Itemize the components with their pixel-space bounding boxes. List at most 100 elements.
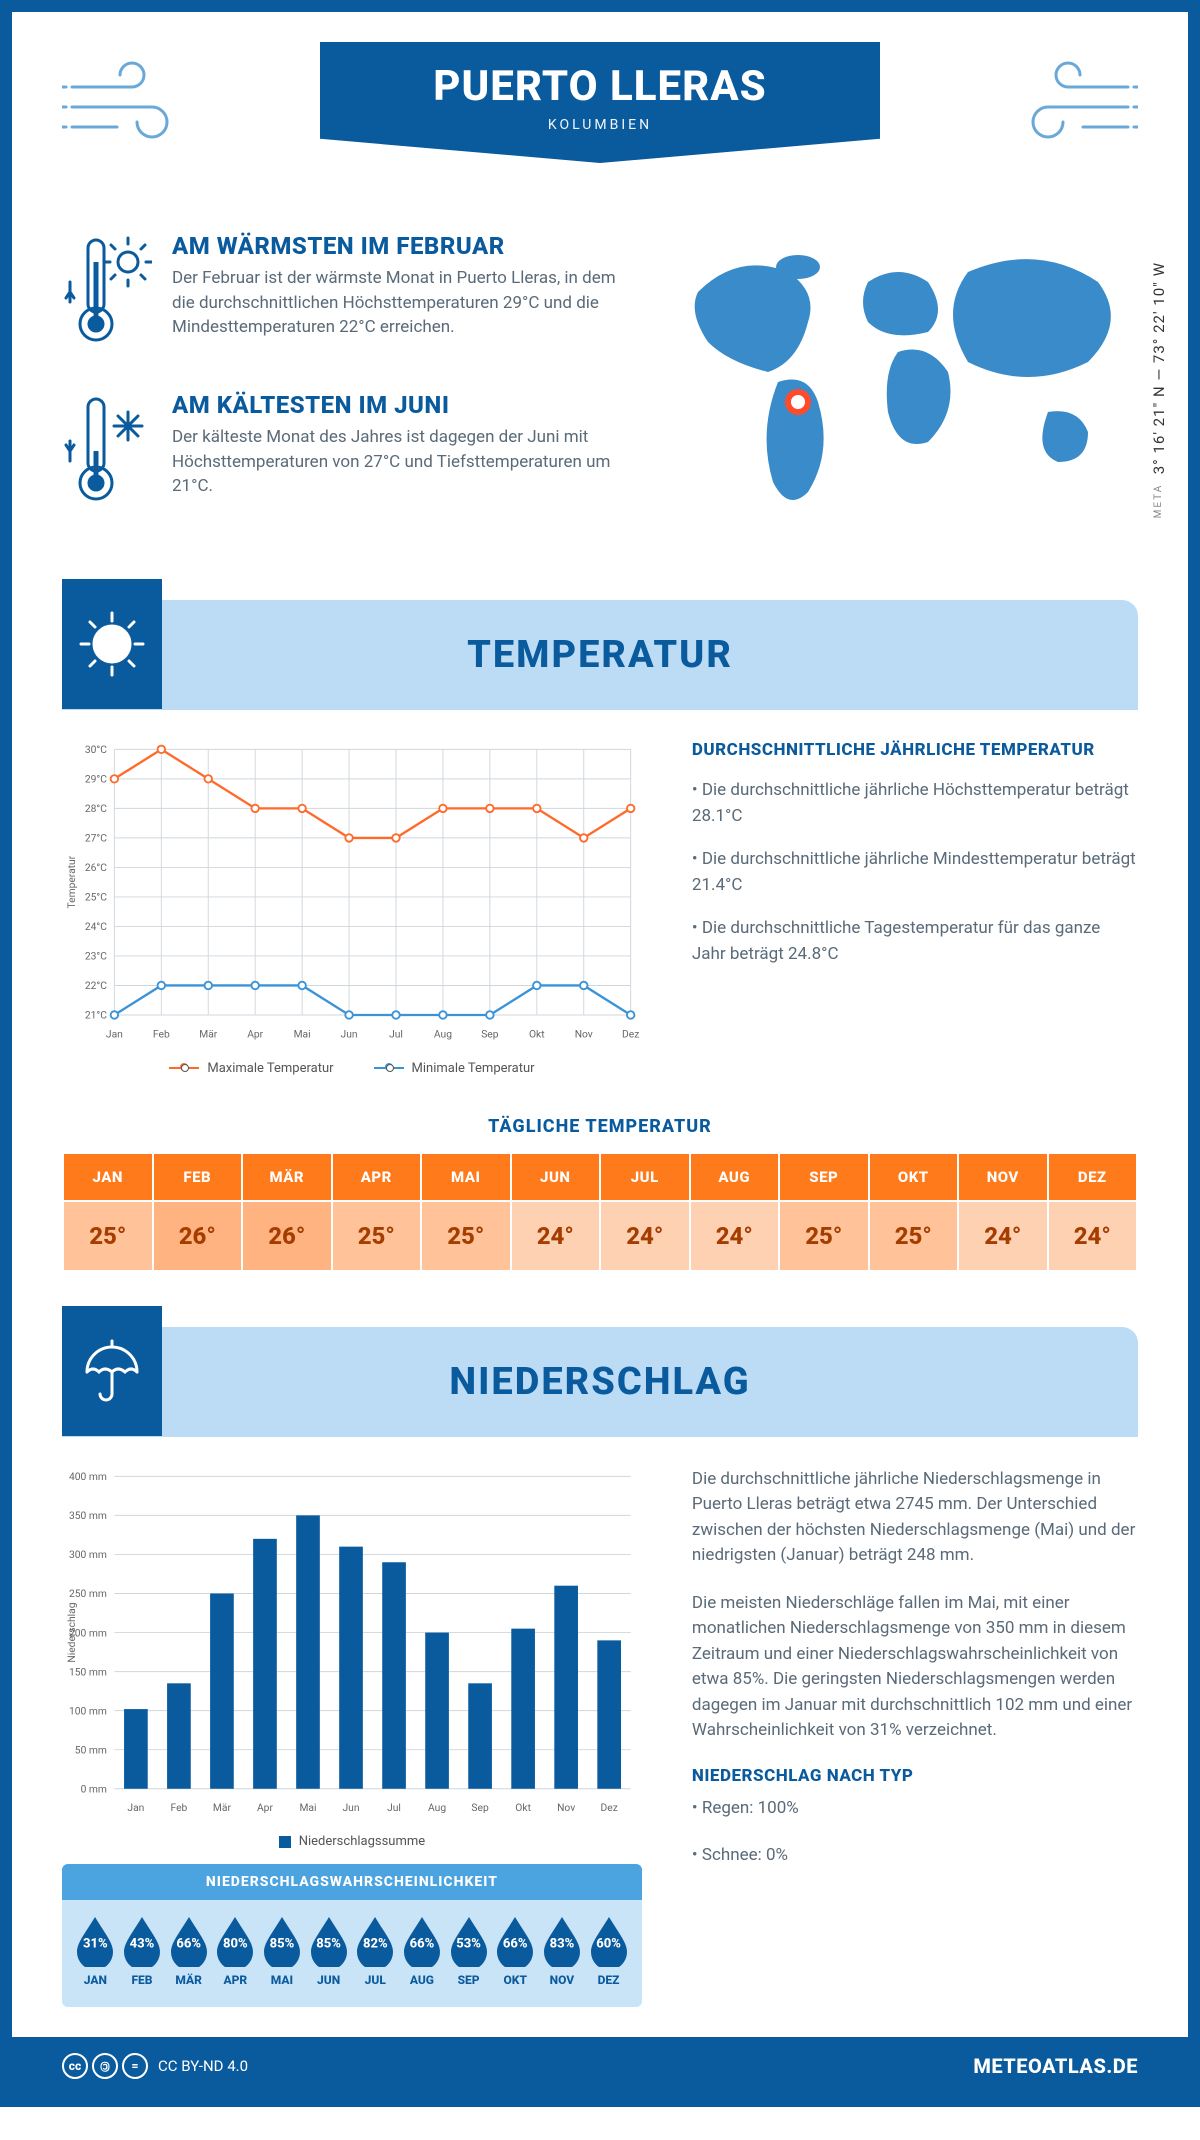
precip-paragraph: Die meisten Niederschläge fallen im Mai,… <box>692 1591 1138 1744</box>
svg-text:26°C: 26°C <box>85 861 107 874</box>
probability-drop: 31% JAN <box>74 1915 116 1987</box>
section-header-temperature: TEMPERATUR <box>62 600 1138 710</box>
table-cell: 26° <box>154 1202 242 1270</box>
chart-legend: Maximale TemperaturMinimale Temperatur <box>62 1061 642 1076</box>
svg-text:300 mm: 300 mm <box>69 1548 107 1561</box>
table-header: FEB <box>154 1154 242 1200</box>
precip-type-line: • Schnee: 0% <box>692 1843 1138 1869</box>
svg-text:Okt: Okt <box>529 1027 545 1040</box>
table-cell: 24° <box>601 1202 689 1270</box>
precip-type-line: • Regen: 100% <box>692 1796 1138 1822</box>
table-header: MÄR <box>243 1154 331 1200</box>
svg-text:Aug: Aug <box>428 1801 446 1814</box>
svg-text:Sep: Sep <box>471 1801 489 1814</box>
svg-text:29°C: 29°C <box>85 773 107 786</box>
svg-text:24°C: 24°C <box>85 920 107 933</box>
svg-text:22°C: 22°C <box>85 979 107 992</box>
svg-text:Sep: Sep <box>481 1027 499 1040</box>
svg-text:Feb: Feb <box>171 1801 188 1814</box>
coldest-text: Der kälteste Monat des Jahres ist dagege… <box>172 425 628 499</box>
svg-text:Nov: Nov <box>575 1027 593 1040</box>
table-cell: 24° <box>691 1202 779 1270</box>
table-cell: 25° <box>333 1202 421 1270</box>
svg-text:Jun: Jun <box>341 1027 358 1040</box>
svg-text:0 mm: 0 mm <box>81 1782 107 1795</box>
section-title: NIEDERSCHLAG <box>162 1360 1138 1404</box>
table-header: JAN <box>64 1154 152 1200</box>
svg-text:50 mm: 50 mm <box>75 1743 107 1756</box>
table-cell: 25° <box>64 1202 152 1270</box>
table-header: OKT <box>870 1154 958 1200</box>
intro-row: AM WÄRMSTEN IM FEBRUAR Der Februar ist d… <box>62 232 1138 550</box>
table-cell: 24° <box>959 1202 1047 1270</box>
coordinates: META 3° 16' 21" N — 73° 22' 10" W <box>1150 262 1168 518</box>
summary-bullet: • Die durchschnittliche Tagestemperatur … <box>692 916 1138 967</box>
daily-temperature-table: JANFEBMÄRAPRMAIJUNJULAUGSEPOKTNOVDEZ 25°… <box>62 1152 1138 1272</box>
license: cc🄯= CC BY-ND 4.0 <box>62 2053 248 2079</box>
table-cell: 24° <box>512 1202 600 1270</box>
svg-text:400 mm: 400 mm <box>69 1470 107 1483</box>
table-header: SEP <box>780 1154 868 1200</box>
precipitation-summary: Die durchschnittliche jährliche Niedersc… <box>692 1467 1138 2007</box>
svg-text:Mär: Mär <box>213 1801 232 1814</box>
svg-text:Jul: Jul <box>387 1801 401 1814</box>
probability-drop: 66% OKT <box>494 1915 536 1987</box>
table-header: JUL <box>601 1154 689 1200</box>
svg-text:Mai: Mai <box>299 1801 316 1814</box>
thermometer-sun-icon <box>62 232 152 356</box>
svg-text:Jan: Jan <box>106 1027 123 1040</box>
page: PUERTO LLERAS KOLUMBIEN <box>0 0 1200 2107</box>
svg-text:Jan: Jan <box>127 1801 144 1814</box>
table-header: NOV <box>959 1154 1047 1200</box>
precip-probability: NIEDERSCHLAGSWAHRSCHEINLICHKEIT 31% JAN … <box>62 1864 642 2007</box>
probability-title: NIEDERSCHLAGSWAHRSCHEINLICHKEIT <box>62 1864 642 1900</box>
umbrella-icon <box>62 1306 162 1436</box>
site-name: METEOATLAS.DE <box>973 2054 1138 2078</box>
summary-bullet: • Die durchschnittliche jährliche Höchst… <box>692 778 1138 829</box>
probability-drop: 53% SEP <box>448 1915 490 1987</box>
thermometer-snow-icon <box>62 391 152 515</box>
section-header-precipitation: NIEDERSCHLAG <box>62 1327 1138 1437</box>
svg-text:Niederschlag: Niederschlag <box>65 1602 78 1662</box>
sun-icon <box>62 579 162 709</box>
svg-text:28°C: 28°C <box>85 802 107 815</box>
daily-temp-title: TÄGLICHE TEMPERATUR <box>62 1116 1138 1137</box>
probability-drop: 82% JUL <box>354 1915 396 1987</box>
cc-icon: cc🄯= <box>62 2053 148 2079</box>
table-cell: 25° <box>422 1202 510 1270</box>
precipitation-chart: 0 mm50 mm100 mm150 mm200 mm250 mm300 mm3… <box>62 1467 642 2007</box>
svg-text:350 mm: 350 mm <box>69 1509 107 1522</box>
svg-text:Temperatur: Temperatur <box>65 855 78 908</box>
chart-legend: Niederschlagssumme <box>62 1834 642 1849</box>
precip-paragraph: Die durchschnittliche jährliche Niedersc… <box>692 1467 1138 1569</box>
world-map: META 3° 16' 21" N — 73° 22' 10" W <box>668 232 1138 550</box>
svg-text:Aug: Aug <box>434 1027 452 1040</box>
coldest-title: AM KÄLTESTEN IM JUNI <box>172 391 628 419</box>
section-title: TEMPERATUR <box>162 633 1138 677</box>
probability-drop: 66% MÄR <box>168 1915 210 1987</box>
probability-drop: 80% APR <box>214 1915 256 1987</box>
page-subtitle: KOLUMBIEN <box>360 117 840 133</box>
wind-icon <box>998 57 1138 157</box>
table-cell: 25° <box>780 1202 868 1270</box>
warmest-text: Der Februar ist der wärmste Monat in Pue… <box>172 266 628 340</box>
table-cell: 25° <box>870 1202 958 1270</box>
svg-text:150 mm: 150 mm <box>69 1665 107 1678</box>
svg-text:Feb: Feb <box>153 1027 170 1040</box>
svg-text:23°C: 23°C <box>85 950 107 963</box>
table-header: APR <box>333 1154 421 1200</box>
svg-text:Nov: Nov <box>557 1801 575 1814</box>
probability-drop: 83% NOV <box>541 1915 583 1987</box>
svg-text:21°C: 21°C <box>85 1009 107 1022</box>
header: PUERTO LLERAS KOLUMBIEN <box>62 42 1138 192</box>
page-title: PUERTO LLERAS <box>360 62 840 111</box>
svg-text:100 mm: 100 mm <box>69 1704 107 1717</box>
summary-bullet: • Die durchschnittliche jährliche Mindes… <box>692 847 1138 898</box>
svg-text:250 mm: 250 mm <box>69 1587 107 1600</box>
temperature-chart: 21°C22°C23°C24°C25°C26°C27°C28°C29°C30°C… <box>62 740 642 1076</box>
svg-text:Mai: Mai <box>294 1027 311 1040</box>
svg-text:Okt: Okt <box>515 1801 531 1814</box>
wind-icon <box>62 57 202 157</box>
svg-text:Apr: Apr <box>247 1027 263 1040</box>
coldest-block: AM KÄLTESTEN IM JUNI Der kälteste Monat … <box>62 391 628 515</box>
